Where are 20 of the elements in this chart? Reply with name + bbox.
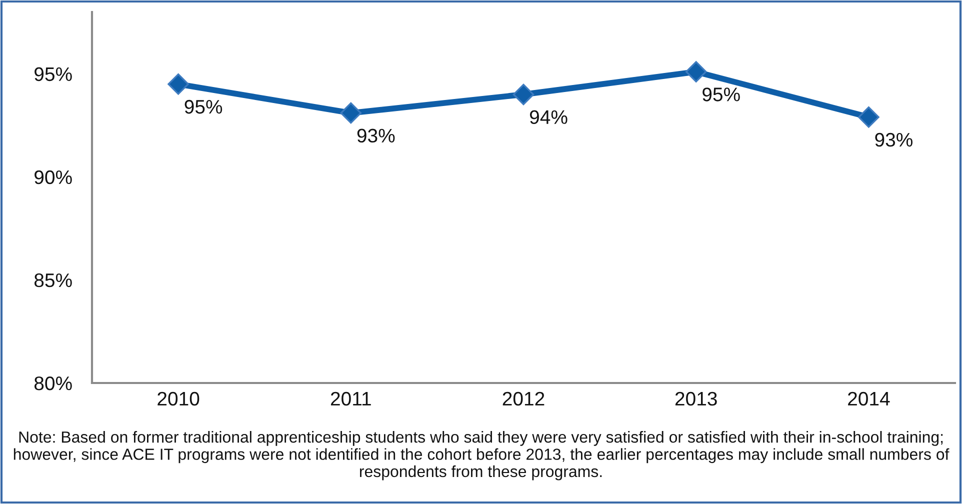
y-tick-label: 90% bbox=[34, 170, 72, 184]
x-tick-label: 2014 bbox=[848, 392, 890, 406]
x-tick-label: 2012 bbox=[502, 392, 544, 406]
y-tick-label: 80% bbox=[34, 376, 72, 390]
data-label: 95% bbox=[184, 100, 222, 114]
x-tick-label: 2010 bbox=[158, 392, 200, 406]
y-tick-label: 85% bbox=[34, 273, 72, 288]
x-tick-label: 2013 bbox=[675, 392, 717, 406]
data-label: 95% bbox=[702, 88, 740, 102]
data-label: 93% bbox=[357, 128, 395, 143]
point bbox=[340, 102, 362, 124]
point bbox=[858, 106, 880, 128]
text: Note: Based on former traditional apprenticeship students who said they were very satisfied or satisfied with their in-school training; however, since ACE IT programs were not identified in the cohort before 2013, the earlier percentages may include small numbers of respondents from these programs. bbox=[14, 431, 950, 480]
point bbox=[512, 84, 534, 106]
y-tick-label: 95% bbox=[34, 67, 72, 82]
x-tick-label: 2011 bbox=[330, 392, 371, 406]
point bbox=[168, 73, 189, 95]
data-label: 93% bbox=[875, 132, 912, 147]
point bbox=[685, 61, 707, 82]
data-label: 94% bbox=[530, 110, 568, 124]
